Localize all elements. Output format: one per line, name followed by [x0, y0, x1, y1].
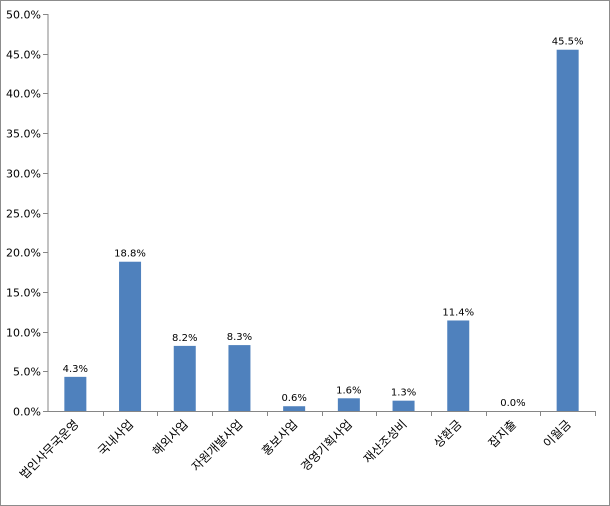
- x-tick-label: 이월금: [540, 417, 573, 450]
- data-label: 1.3%: [391, 388, 416, 399]
- bar: [119, 261, 142, 411]
- data-label: 4.3%: [63, 364, 88, 375]
- y-tick-label: 30.0%: [6, 168, 41, 181]
- bar: [283, 406, 306, 411]
- x-tick-label: 경영기획사업: [298, 417, 355, 474]
- x-tick-label: 국내사업: [95, 417, 136, 458]
- y-tick-label: 40.0%: [6, 88, 41, 101]
- data-label: 11.4%: [442, 307, 474, 318]
- data-label: 18.8%: [114, 249, 146, 260]
- bar: [228, 345, 251, 411]
- bar: [447, 320, 470, 411]
- x-tick-label: 홍보사업: [259, 417, 300, 458]
- bar: [556, 49, 579, 411]
- bar: [64, 376, 87, 411]
- data-label: 45.5%: [552, 37, 584, 48]
- y-tick-label: 45.0%: [6, 49, 41, 62]
- y-tick-label: 0.0%: [13, 406, 41, 419]
- data-labels: 4.3% 18.8% 8.2% 8.3% 0.6% 1.6% 1.3% 11.4% 0.0% 45…: [63, 37, 584, 409]
- data-label: 0.0%: [500, 398, 525, 409]
- bar: [337, 398, 360, 411]
- x-tick-label: 자원개발사업: [189, 417, 246, 474]
- y-tick-label: 10.0%: [6, 327, 41, 340]
- y-tick-label: 5.0%: [13, 366, 41, 379]
- x-tick-label: 법인사무국운영: [17, 417, 82, 482]
- y-tick-label: 20.0%: [6, 247, 41, 260]
- x-tick-label: 재산조성비: [361, 417, 410, 466]
- x-tick-label: 잡지출: [486, 417, 519, 450]
- y-tick-label: 25.0%: [6, 208, 41, 221]
- bar: [392, 400, 415, 411]
- x-tick-label: 해외사업: [150, 417, 191, 458]
- y-tick-label: 15.0%: [6, 287, 41, 300]
- y-tick-label: 35.0%: [6, 128, 41, 141]
- data-label: 8.3%: [227, 332, 252, 343]
- bars: [64, 49, 579, 411]
- bar: [173, 345, 196, 411]
- data-label: 8.2%: [172, 333, 197, 344]
- x-tick-label: 상환금: [431, 417, 464, 450]
- data-label: 1.6%: [336, 385, 361, 396]
- data-label: 0.6%: [281, 393, 306, 404]
- y-axis: 0.0% 5.0% 10.0% 15.0% 20.0% 25.0% 30.0% 35.0% 40…: [6, 9, 49, 419]
- y-tick-label: 50.0%: [6, 9, 41, 22]
